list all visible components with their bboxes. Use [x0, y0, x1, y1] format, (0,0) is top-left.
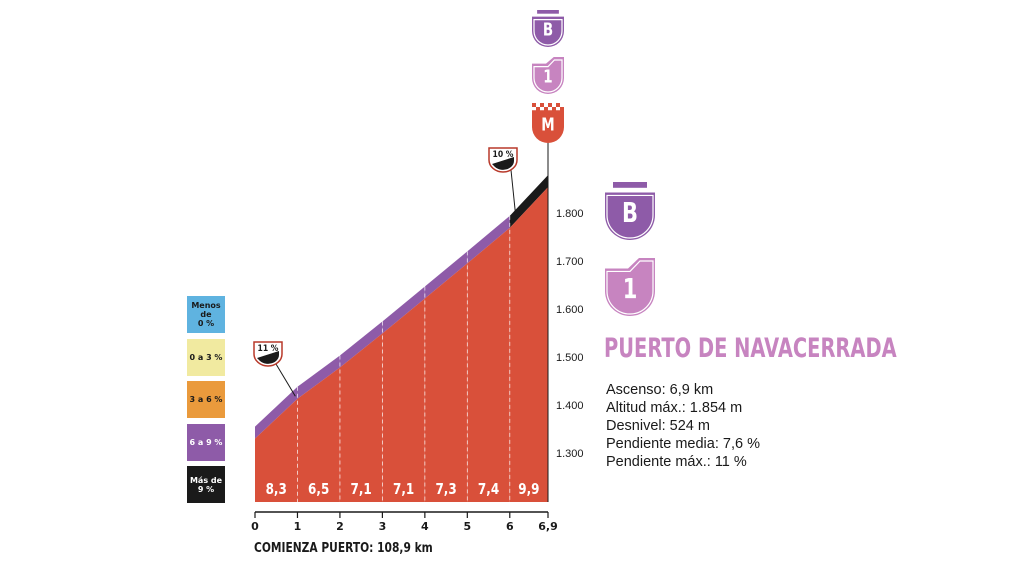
- stat-average-gradient: Pendiente media: 7,6 %: [606, 436, 760, 452]
- legend-item-below-0: Menos de 0 %: [187, 296, 225, 333]
- legend-item-0-3: 0 a 3 %: [187, 339, 225, 376]
- max-gradient-marker-2: 10 %: [488, 147, 518, 220]
- badge-outline: [606, 260, 654, 315]
- y-tick-label-2: 1.500: [556, 352, 584, 364]
- profile-segment-1: [255, 398, 298, 502]
- x-tick-label-1: 1: [294, 520, 302, 533]
- max-gradient-wedge-2: [492, 157, 514, 170]
- y-tick-label-4: 1.700: [556, 256, 584, 268]
- profile-top-band-1: [255, 386, 298, 439]
- max-gradient-label-1: 11 %: [258, 342, 280, 353]
- x-tick-label-7: 6,9: [538, 520, 558, 533]
- category-badge-1-1: 1: [532, 57, 564, 94]
- segment-gradient-label-7: 9,9: [518, 481, 539, 499]
- badge-outline: [606, 194, 654, 239]
- badge-checker: [540, 103, 544, 107]
- x-tick-label-6: 6: [506, 520, 514, 533]
- segment-gradient-label-2: 6,5: [308, 481, 329, 499]
- climb-name: PUERTO DE NAVACERRADA: [604, 333, 897, 364]
- x-tick-label-4: 4: [421, 520, 429, 533]
- axes-layer: 0 1 2 3 4 5 6 6,9 1.300 1.400 1.500 1.600 1.700 1.800…: [251, 140, 584, 533]
- profile-segment-4: [382, 298, 425, 502]
- badge-checker: [548, 103, 552, 107]
- legend-item-3-6: 3 a 6 %: [187, 381, 225, 418]
- profile-top-band-7: [509, 175, 548, 228]
- segment-gradient-label-6: 7,4: [478, 481, 499, 499]
- x-tick-label-5: 5: [463, 520, 471, 533]
- badge-body: [605, 192, 655, 240]
- x-tick-label-0: 0: [251, 520, 259, 533]
- y-tick-label-1: 1.400: [556, 400, 584, 412]
- max-gradient-wedge-1: [257, 351, 279, 364]
- stat-ascent: Ascenso: 6,9 km: [606, 382, 714, 398]
- profile-segment-3: [339, 333, 383, 502]
- badge-letter: B: [543, 19, 553, 40]
- badge-checker: [560, 107, 564, 111]
- badge-checker: [536, 107, 540, 111]
- profile-top-band-6: [467, 215, 510, 264]
- y-tick-label-3: 1.600: [556, 304, 584, 316]
- profile-layer: 8,3 6,5 7,1 7,1 7,3 7,4 9,9: [255, 175, 548, 502]
- segment-gradient-label-3: 7,1: [351, 481, 372, 499]
- badge-checker: [544, 107, 548, 111]
- category-badge-m-1: M: [532, 103, 564, 143]
- category-badge-b-1: B: [532, 10, 564, 47]
- badge-outline: [533, 59, 563, 93]
- climb-start-label: COMIENZA PUERTO: 108,9 km: [254, 541, 433, 556]
- legend-item-above-9: Más de 9 %: [187, 466, 225, 503]
- badge-checker: [532, 103, 536, 107]
- max-gradient-label-2: 10 %: [493, 148, 515, 159]
- segment-gradient-label-4: 7,1: [393, 481, 414, 499]
- category-badge-1-2: 1: [605, 258, 655, 316]
- profile-segment-5: [424, 263, 468, 502]
- climb-stats: Ascenso: 6,9 km Altitud máx.: 1.854 m De…: [606, 381, 760, 471]
- badge-cap: [613, 182, 647, 188]
- segment-gradient-label-1: 8,3: [266, 481, 287, 499]
- badge-cap: [537, 10, 559, 14]
- max-gradient-marker-1: 11 %: [253, 341, 296, 397]
- badge-letter: 1: [543, 66, 552, 87]
- y-tick-label-5: 1.800: [556, 208, 584, 220]
- segment-gradient-label-5: 7,3: [435, 481, 456, 499]
- profile-top-band-2: [297, 355, 340, 399]
- badge-checker: [552, 107, 556, 111]
- profile-top-band-5: [424, 251, 468, 299]
- badge-checker: [556, 103, 560, 107]
- profile-top-band-4: [382, 286, 425, 334]
- x-tick-label-3: 3: [379, 520, 387, 533]
- badge-letter: 1: [623, 272, 638, 305]
- legend-item-6-9: 6 a 9 %: [187, 424, 225, 461]
- stat-elevation-gain: Desnivel: 524 m: [606, 418, 710, 434]
- y-tick-label-0: 1.300: [556, 448, 584, 460]
- profile-top-band-3: [339, 321, 383, 368]
- profile-segment-6: [467, 227, 510, 502]
- badge-letter: M: [541, 114, 554, 135]
- x-tick-label-2: 2: [336, 520, 344, 533]
- badge-body: [532, 110, 564, 143]
- max-gradient-pointer-1: [275, 363, 296, 397]
- stat-max-altitude: Altitud máx.: 1.854 m: [606, 400, 743, 416]
- badge-layer: B 1 M B 1: [532, 10, 655, 316]
- max-gradient-pointer-2: [510, 169, 517, 220]
- badge-letter: B: [622, 196, 638, 229]
- stat-max-gradient: Pendiente máx.: 11 %: [606, 454, 747, 470]
- badge-body: [605, 258, 655, 316]
- badge-outline: [533, 19, 563, 46]
- badge-body: [532, 16, 564, 47]
- category-badge-b-2: B: [605, 182, 655, 240]
- profile-segment-2: [297, 367, 340, 502]
- profile-segment-7: [509, 187, 548, 502]
